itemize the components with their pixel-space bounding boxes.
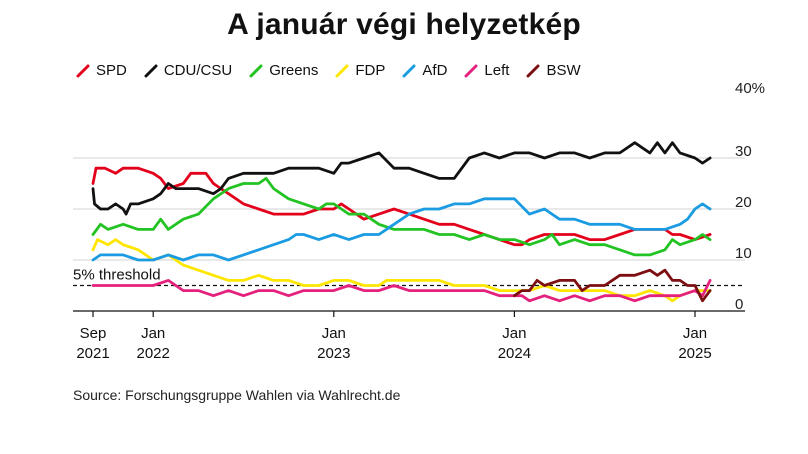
- legend-item-afd: AfD: [402, 62, 447, 79]
- legend-swatch-icon: [402, 64, 416, 77]
- x-tick-label-year-0: 2021: [76, 345, 109, 362]
- y-tick-label-1: 10: [735, 245, 752, 262]
- series-line-greens: [91, 177, 712, 257]
- series-line-left: [91, 279, 712, 303]
- x-tick-label-year-3: 2024: [498, 345, 531, 362]
- legend-label: AfD: [422, 62, 448, 79]
- x-tick-label-year-1: 2022: [137, 345, 170, 362]
- legend-label: BSW: [546, 62, 581, 79]
- legend-label: Greens: [269, 62, 319, 79]
- legend-label: FDP: [355, 62, 386, 79]
- chart-title: A január végi helyzetkép: [227, 8, 581, 41]
- x-tick-label-month-1: Jan: [141, 325, 165, 342]
- legend: SPD CDU/CSU Greens FDP AfD Left BSW: [76, 62, 598, 79]
- x-tick-label-year-4: 2025: [678, 345, 711, 362]
- y-tick-label-2: 20: [735, 194, 752, 211]
- legend-item-cdu-csu: CDU/CSU: [144, 62, 232, 79]
- legend-item-fdp: FDP: [335, 62, 385, 79]
- y-tick-label-4: 40%: [735, 80, 765, 97]
- threshold-group: 5% threshold: [73, 267, 745, 287]
- legend-item-bsw: BSW: [526, 62, 581, 79]
- source-note: Source: Forschungsgruppe Wahlen via Wahl…: [73, 387, 401, 403]
- legend-item-left: Left: [464, 62, 509, 79]
- y-axis-labels: 0 10 20 30 40%: [735, 80, 765, 313]
- y-tick-label-3: 30: [735, 143, 752, 160]
- x-tick-label-month-4: Jan: [683, 325, 707, 342]
- x-tick-label-month-3: Jan: [502, 325, 526, 342]
- series-lines: [91, 141, 712, 303]
- legend-swatch-icon: [76, 64, 90, 77]
- legend-item-spd: SPD: [76, 62, 127, 79]
- legend-label: CDU/CSU: [163, 62, 233, 79]
- x-axis: Sep 2021 Jan 2022 Jan 2023 Jan 2024 Jan 2025: [73, 310, 745, 362]
- series-line-afd: [91, 197, 712, 262]
- legend-item-greens: Greens: [249, 62, 318, 79]
- legend-label: Left: [484, 62, 510, 79]
- legend-swatch-icon: [464, 64, 478, 77]
- series-line-bsw: [513, 268, 712, 303]
- legend-swatch-icon: [526, 64, 540, 77]
- threshold-label: 5% threshold: [73, 267, 161, 284]
- x-tick-label-month-0: Sep: [80, 325, 107, 342]
- y-tick-label-0: 0: [735, 296, 743, 313]
- legend-swatch-icon: [249, 64, 263, 77]
- legend-label: SPD: [96, 62, 127, 79]
- x-tick-label-year-2: 2023: [317, 345, 350, 362]
- legend-swatch-icon: [144, 64, 158, 77]
- x-tick-label-month-2: Jan: [322, 325, 346, 342]
- series-line-cdu-csu: [91, 141, 712, 216]
- gridlines: [73, 157, 745, 261]
- legend-swatch-icon: [335, 64, 349, 77]
- series-line-spd: [91, 166, 712, 247]
- series-line-fdp: [91, 238, 712, 303]
